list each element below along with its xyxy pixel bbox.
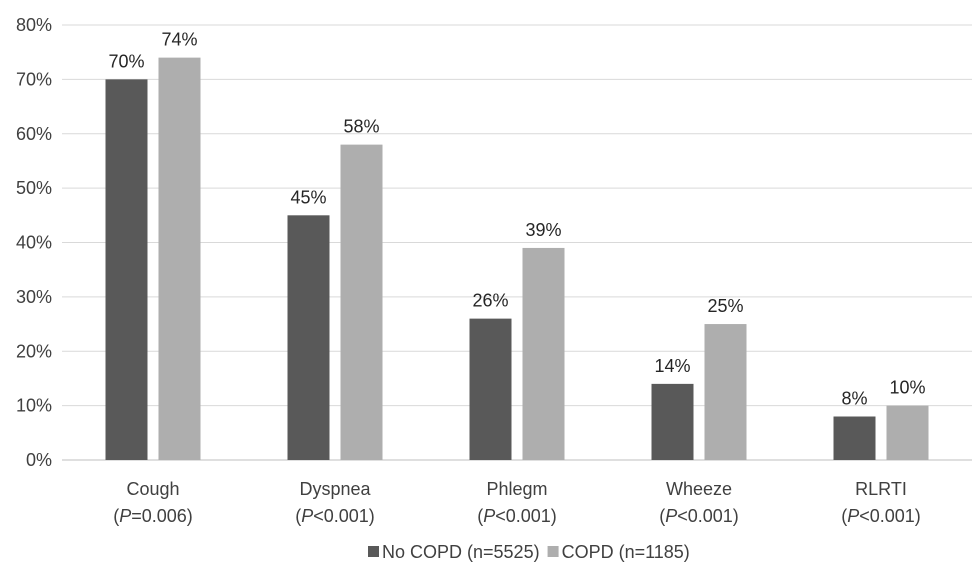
category-label: Dyspnea bbox=[299, 479, 371, 499]
bar-no-copd-cough bbox=[105, 79, 148, 460]
data-label: 45% bbox=[290, 187, 326, 207]
p-open-paren: ( bbox=[659, 506, 665, 526]
legend-label: No COPD (n=5525) bbox=[382, 542, 540, 562]
category-p-value: (P<0.001) bbox=[841, 506, 921, 526]
p-value: <0.001 bbox=[495, 506, 551, 526]
bar-copd-rlrti bbox=[886, 405, 929, 460]
category-label: RLRTI bbox=[855, 479, 907, 499]
legend-swatch bbox=[368, 546, 379, 557]
category-label: Cough bbox=[126, 479, 179, 499]
data-labels: 70% 74% 45% 58% 26% 39% 14% 25% 8% 10% bbox=[108, 30, 925, 409]
category-p-value: (P<0.001) bbox=[295, 506, 375, 526]
p-close-paren: ) bbox=[915, 506, 921, 526]
y-tick-label: 80% bbox=[16, 15, 52, 35]
data-label: 74% bbox=[161, 30, 197, 50]
legend-swatch bbox=[547, 546, 559, 557]
legend: No COPD (n=5525) COPD (n=1185) bbox=[368, 542, 690, 562]
p-symbol: P bbox=[665, 506, 677, 526]
data-label: 8% bbox=[841, 389, 867, 409]
bar-copd-phlegm bbox=[522, 247, 565, 460]
p-open-paren: ( bbox=[113, 506, 119, 526]
p-close-paren: ) bbox=[733, 506, 739, 526]
bar-no-copd-wheeze bbox=[651, 383, 694, 460]
data-label: 14% bbox=[654, 356, 690, 376]
data-label: 10% bbox=[889, 378, 925, 398]
data-label: 39% bbox=[525, 220, 561, 240]
y-tick-label: 0% bbox=[26, 450, 52, 470]
p-symbol: P bbox=[847, 506, 859, 526]
y-tick-label: 30% bbox=[16, 287, 52, 307]
p-close-paren: ) bbox=[551, 506, 557, 526]
p-value: =0.006 bbox=[131, 506, 187, 526]
y-tick-label: 20% bbox=[16, 341, 52, 361]
p-close-paren: ) bbox=[187, 506, 193, 526]
category-p-value: (P<0.001) bbox=[477, 506, 557, 526]
data-label: 25% bbox=[707, 296, 743, 316]
data-label: 58% bbox=[343, 117, 379, 137]
y-tick-label: 70% bbox=[16, 69, 52, 89]
data-label: 26% bbox=[472, 291, 508, 311]
p-open-paren: ( bbox=[295, 506, 301, 526]
bar-no-copd-dyspnea bbox=[287, 215, 330, 460]
p-symbol: P bbox=[301, 506, 313, 526]
category-label: Wheeze bbox=[666, 479, 732, 499]
p-value: <0.001 bbox=[313, 506, 369, 526]
y-tick-label: 40% bbox=[16, 233, 52, 253]
data-label: 70% bbox=[108, 51, 144, 71]
bar-no-copd-phlegm bbox=[469, 318, 512, 460]
category-label: Phlegm bbox=[486, 479, 547, 499]
y-tick-label: 60% bbox=[16, 124, 52, 144]
p-symbol: P bbox=[119, 506, 131, 526]
bar-copd-cough bbox=[158, 57, 201, 460]
p-open-paren: ( bbox=[477, 506, 483, 526]
gridlines bbox=[62, 24, 972, 461]
legend-label: COPD (n=1185) bbox=[562, 542, 690, 562]
p-value: <0.001 bbox=[677, 506, 733, 526]
category-p-value: (P<0.001) bbox=[659, 506, 739, 526]
y-axis-tick-labels: 0% 10% 20% 30% 40% 50% 60% 70% 80% bbox=[16, 15, 52, 470]
category-p-value: (P=0.006) bbox=[113, 506, 193, 526]
bar-copd-dyspnea bbox=[340, 144, 383, 460]
bar-no-copd-rlrti bbox=[833, 416, 876, 460]
bars bbox=[105, 57, 929, 460]
p-value: <0.001 bbox=[859, 506, 915, 526]
category-labels: Cough(P=0.006)Dyspnea(P<0.001)Phlegm(P<0… bbox=[113, 479, 921, 526]
p-open-paren: ( bbox=[841, 506, 847, 526]
p-symbol: P bbox=[483, 506, 495, 526]
p-close-paren: ) bbox=[369, 506, 375, 526]
y-tick-label: 50% bbox=[16, 178, 52, 198]
y-tick-label: 10% bbox=[16, 396, 52, 416]
bar-copd-wheeze bbox=[704, 324, 747, 460]
